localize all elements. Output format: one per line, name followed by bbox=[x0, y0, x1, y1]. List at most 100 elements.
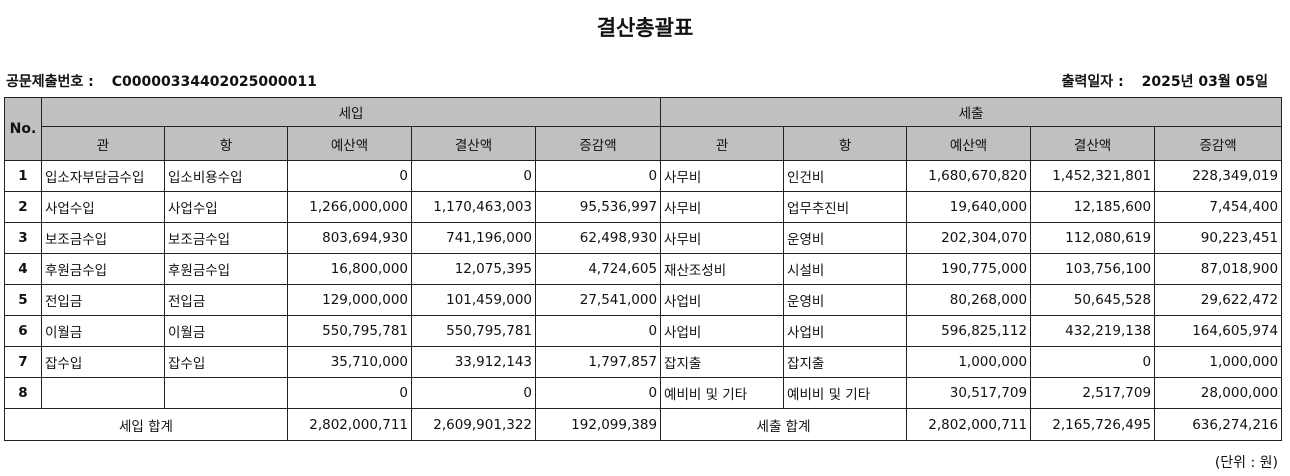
expense-gwan-cell: 잡지출 bbox=[660, 346, 785, 378]
expense-gwan-cell: 사업비 bbox=[660, 284, 785, 316]
income-gwan-cell: 보조금수입 bbox=[41, 222, 165, 254]
table-row: 2 사업수입 사업수입 1,266,000,000 1,170,463,003 95,53… bbox=[4, 191, 1283, 223]
header-income-gwan: 관 bbox=[41, 126, 165, 161]
income-hang-cell: 입소비용수입 bbox=[164, 160, 288, 192]
expense-hang-cell: 업무추진비 bbox=[783, 191, 908, 223]
expense-gwan-cell: 재산조성비 bbox=[660, 253, 785, 285]
expense-diff-cell: 164,605,974 bbox=[1154, 315, 1283, 347]
print-date-label: 출력일자 : bbox=[1061, 74, 1124, 90]
expense-gwan-cell: 예비비 및 기타 bbox=[660, 377, 785, 409]
expense-budget-cell: 1,680,670,820 bbox=[906, 160, 1032, 192]
expense-gwan-cell: 사무비 bbox=[660, 191, 785, 223]
income-hang-cell bbox=[164, 377, 288, 409]
expense-settled-cell: 103,756,100 bbox=[1030, 253, 1156, 285]
expense-diff-cell: 90,223,451 bbox=[1154, 222, 1283, 254]
income-diff-cell: 4,724,605 bbox=[534, 253, 662, 285]
income-budget-cell: 16,800,000 bbox=[287, 253, 412, 285]
header-income-budget: 예산액 bbox=[287, 126, 412, 161]
expense-total-diff: 636,274,216 bbox=[1154, 408, 1283, 441]
expense-settled-cell: 112,080,619 bbox=[1030, 222, 1156, 254]
expense-total-budget: 2,802,000,711 bbox=[906, 408, 1032, 441]
expense-settled-cell: 0 bbox=[1030, 346, 1156, 378]
expense-budget-cell: 80,268,000 bbox=[906, 284, 1032, 316]
income-total-settled: 2,609,901,322 bbox=[411, 408, 536, 441]
income-settled-cell: 0 bbox=[411, 377, 536, 409]
income-settled-cell: 1,170,463,003 bbox=[411, 191, 536, 223]
income-hang-cell: 보조금수입 bbox=[164, 222, 288, 254]
expense-budget-cell: 190,775,000 bbox=[906, 253, 1032, 285]
header-income-settled: 결산액 bbox=[411, 126, 536, 161]
expense-total-settled: 2,165,726,495 bbox=[1030, 408, 1156, 441]
expense-hang-cell: 사업비 bbox=[783, 315, 908, 347]
row-no-cell: 3 bbox=[4, 222, 42, 254]
expense-hang-cell: 시설비 bbox=[783, 253, 908, 285]
document-number: 공문제출번호 : C00000334402025000011 bbox=[6, 71, 317, 91]
income-diff-cell: 27,541,000 bbox=[534, 284, 662, 316]
income-budget-cell: 0 bbox=[287, 377, 412, 409]
expense-hang-cell: 잡지출 bbox=[783, 346, 908, 378]
header-income: 세입 bbox=[40, 97, 662, 127]
table-row: 3 보조금수입 보조금수입 803,694,930 741,196,000 62,498,… bbox=[4, 222, 1283, 254]
expense-gwan-cell: 사무비 bbox=[660, 160, 785, 192]
print-date: 출력일자 : 2025년 03월 05일 bbox=[1062, 71, 1268, 91]
header-expense-settled: 결산액 bbox=[1030, 126, 1156, 161]
expense-settled-cell: 2,517,709 bbox=[1030, 377, 1156, 409]
expense-settled-cell: 50,645,528 bbox=[1030, 284, 1156, 316]
expense-hang-cell: 운영비 bbox=[783, 284, 908, 316]
table-row: 1 입소자부담금수입 입소비용수입 0 0 0 사무비 인건비 1,680,670,820 1,4… bbox=[4, 160, 1283, 192]
row-no-cell: 8 bbox=[4, 377, 42, 409]
expense-hang-cell: 인건비 bbox=[783, 160, 908, 192]
income-hang-cell: 이월금 bbox=[164, 315, 288, 347]
expense-budget-cell: 30,517,709 bbox=[906, 377, 1032, 409]
income-gwan-cell: 전입금 bbox=[41, 284, 165, 316]
print-date-value: 2025년 03월 05일 bbox=[1141, 74, 1268, 90]
header-income-diff: 증감액 bbox=[534, 126, 662, 161]
header-expense: 세출 bbox=[660, 97, 1283, 127]
expense-settled-cell: 1,452,321,801 bbox=[1030, 160, 1156, 192]
document-number-label: 공문제출번호 : bbox=[6, 74, 94, 90]
expense-total-label: 세출 합계 bbox=[660, 408, 908, 441]
income-gwan-cell bbox=[41, 377, 165, 409]
header-expense-gwan: 관 bbox=[660, 126, 785, 161]
expense-diff-cell: 28,000,000 bbox=[1154, 377, 1283, 409]
expense-diff-cell: 1,000,000 bbox=[1154, 346, 1283, 378]
income-hang-cell: 후원금수입 bbox=[164, 253, 288, 285]
income-settled-cell: 0 bbox=[411, 160, 536, 192]
expense-diff-cell: 228,349,019 bbox=[1154, 160, 1283, 192]
income-diff-cell: 1,797,857 bbox=[534, 346, 662, 378]
row-no-cell: 2 bbox=[4, 191, 42, 223]
income-diff-cell: 95,536,997 bbox=[534, 191, 662, 223]
expense-diff-cell: 87,018,900 bbox=[1154, 253, 1283, 285]
income-budget-cell: 35,710,000 bbox=[287, 346, 412, 378]
income-diff-cell: 0 bbox=[534, 377, 662, 409]
document-number-value: C00000334402025000011 bbox=[111, 74, 317, 90]
header-expense-budget: 예산액 bbox=[906, 126, 1032, 161]
row-no-cell: 4 bbox=[4, 253, 42, 285]
row-no-cell: 6 bbox=[4, 315, 42, 347]
income-budget-cell: 803,694,930 bbox=[287, 222, 412, 254]
income-total-budget: 2,802,000,711 bbox=[287, 408, 412, 441]
expense-budget-cell: 202,304,070 bbox=[906, 222, 1032, 254]
table-row: 4 후원금수입 후원금수입 16,800,000 12,075,395 4,724,605… bbox=[4, 253, 1283, 285]
table-row: 6 이월금 이월금 550,795,781 550,795,781 0 사업비 사업비 596,… bbox=[4, 315, 1283, 347]
page-title: 결산총괄표 bbox=[596, 16, 694, 40]
expense-budget-cell: 596,825,112 bbox=[906, 315, 1032, 347]
income-settled-cell: 101,459,000 bbox=[411, 284, 536, 316]
income-settled-cell: 12,075,395 bbox=[411, 253, 536, 285]
expense-hang-cell: 예비비 및 기타 bbox=[783, 377, 908, 409]
income-budget-cell: 550,795,781 bbox=[287, 315, 412, 347]
income-budget-cell: 1,266,000,000 bbox=[287, 191, 412, 223]
expense-settled-cell: 432,219,138 bbox=[1030, 315, 1156, 347]
income-diff-cell: 0 bbox=[534, 315, 662, 347]
income-hang-cell: 사업수입 bbox=[164, 191, 288, 223]
settlement-summary-table: No. 세입 세출 관 항 예산액 결산액 증감액 관 항 예산액 결산액 증감… bbox=[4, 97, 1283, 441]
income-diff-cell: 0 bbox=[534, 160, 662, 192]
expense-hang-cell: 운영비 bbox=[783, 222, 908, 254]
income-hang-cell: 잡수입 bbox=[164, 346, 288, 378]
expense-diff-cell: 7,454,400 bbox=[1154, 191, 1283, 223]
income-budget-cell: 0 bbox=[287, 160, 412, 192]
expense-settled-cell: 12,185,600 bbox=[1030, 191, 1156, 223]
unit-note: (단위 : 원) bbox=[1214, 455, 1278, 471]
income-budget-cell: 129,000,000 bbox=[287, 284, 412, 316]
income-hang-cell: 전입금 bbox=[164, 284, 288, 316]
